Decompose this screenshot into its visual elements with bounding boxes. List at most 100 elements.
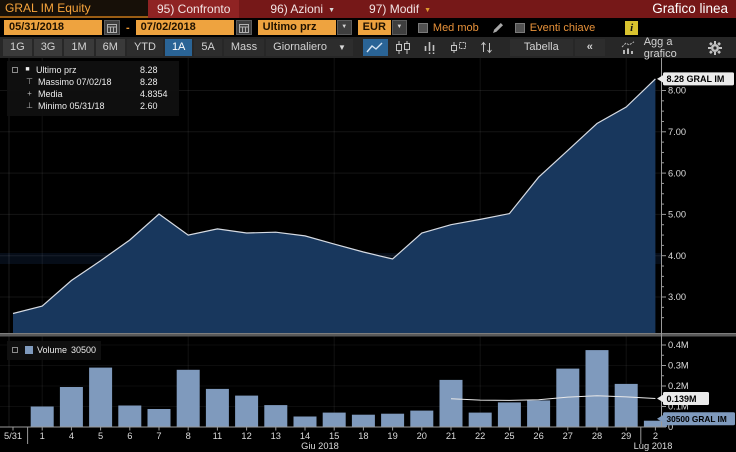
period-ytd[interactable]: YTD — [126, 39, 163, 56]
svg-text:18: 18 — [358, 431, 368, 441]
svg-text:15: 15 — [329, 431, 339, 441]
max-marker-icon: ⊤ — [26, 77, 33, 86]
date-to-input[interactable]: 07/02/2018 — [135, 20, 234, 35]
svg-text:27: 27 — [563, 431, 573, 441]
svg-text:30500 GRAL IM: 30500 GRAL IM — [667, 414, 727, 424]
svg-text:26: 26 — [533, 431, 543, 441]
price-legend[interactable]: ■ Ultimo prz 8.28 ⊤ Massimo 07/02/18 8.28 + Med… — [7, 61, 179, 116]
menu-azioni[interactable]: 96) Azioni ▼ — [270, 2, 336, 16]
svg-text:4.00: 4.00 — [668, 251, 686, 261]
mass-button[interactable]: Mass — [223, 39, 265, 56]
svg-text:Giu 2018: Giu 2018 — [301, 441, 339, 451]
svg-text:6.00: 6.00 — [668, 168, 686, 178]
legend-value: 8.28 — [140, 65, 158, 75]
svg-text:8: 8 — [186, 431, 191, 441]
intraday-bars-button[interactable] — [418, 39, 443, 56]
svg-text:25: 25 — [504, 431, 514, 441]
calendar-button[interactable] — [235, 20, 252, 35]
tabella-button[interactable]: Tabella — [509, 39, 573, 56]
volume-series-swatch — [25, 346, 33, 354]
calendar-icon — [238, 23, 249, 33]
svg-text:7.00: 7.00 — [668, 127, 686, 137]
svg-text:0.4M: 0.4M — [668, 340, 689, 350]
svg-text:2: 2 — [653, 431, 658, 441]
calendar-icon — [107, 23, 117, 33]
period-6m[interactable]: 6M — [95, 39, 125, 56]
annotate-button[interactable] — [491, 21, 504, 34]
up-down-arrows-icon — [481, 41, 492, 54]
period-1a-selected[interactable]: 1A — [164, 39, 193, 56]
period-1g[interactable]: 1G — [3, 39, 32, 56]
med-mob-checkbox[interactable] — [417, 22, 428, 33]
period-1m[interactable]: 1M — [64, 39, 94, 56]
date-range-separator: - — [126, 21, 130, 34]
period-5a[interactable]: 5A — [194, 39, 222, 56]
period-3g[interactable]: 3G — [33, 39, 63, 56]
title-bar: GRAL IM Equity 95) Confronto 96) Azioni ▼… — [0, 0, 736, 18]
svg-text:28: 28 — [592, 431, 602, 441]
svg-text:11: 11 — [213, 431, 223, 441]
svg-text:3.00: 3.00 — [668, 292, 686, 302]
date-from-input[interactable]: 05/31/2018 — [4, 20, 102, 35]
sort-arrows-button[interactable] — [474, 39, 499, 56]
avg-marker-icon: + — [27, 89, 32, 98]
svg-text:20: 20 — [417, 431, 427, 441]
currency-selector[interactable]: EUR — [357, 20, 391, 35]
menu-confronto[interactable]: 95) Confronto — [148, 0, 240, 18]
med-mob-label: Med mob — [432, 21, 479, 34]
eventi-chiave-checkbox[interactable] — [514, 22, 525, 33]
volume-legend-label: Volume — [37, 345, 68, 355]
security-ticker-field[interactable]: GRAL IM Equity — [0, 0, 148, 18]
info-badge[interactable]: i — [625, 20, 639, 35]
sq-marker-icon: ■ — [25, 66, 30, 73]
agg-a-grafico-button[interactable]: Agg a grafico — [621, 36, 708, 60]
field-selector-dropdown[interactable]: ▼ — [336, 20, 352, 35]
add-to-chart-icon — [621, 41, 635, 54]
candlestick-icon — [396, 41, 411, 54]
legend-row: ■ Ultimo prz 8.28 — [12, 64, 174, 76]
svg-text:12: 12 — [241, 431, 251, 441]
svg-text:8.00: 8.00 — [668, 86, 686, 96]
caret-down-icon: ▼ — [328, 7, 336, 14]
calendar-button[interactable] — [104, 20, 120, 35]
svg-text:5.00: 5.00 — [668, 210, 686, 220]
svg-text:21: 21 — [446, 431, 456, 441]
svg-text:8.28 GRAL IM: 8.28 GRAL IM — [667, 74, 725, 84]
frequency-selector[interactable]: Giornaliero ▼ — [266, 39, 353, 56]
legend-collapse-icon[interactable] — [12, 67, 18, 73]
svg-text:5/31: 5/31 — [4, 431, 22, 441]
legend-value: 8.28 — [140, 77, 158, 87]
legend-label: Massimo 07/02/18 — [38, 77, 112, 87]
page-title: Grafico linea — [652, 1, 728, 16]
gear-icon — [708, 40, 722, 55]
candle-window-button[interactable] — [446, 39, 471, 56]
chart-toolbar: 1G 3G 1M 6M YTD 1A 5A Mass Giornaliero ▼ — [0, 36, 736, 60]
menu-modif[interactable]: 97) Modif ▼ — [369, 2, 431, 16]
svg-text:29: 29 — [621, 431, 631, 441]
candle-chart-type-button[interactable] — [391, 39, 416, 56]
svg-text:19: 19 — [387, 431, 397, 441]
legend-row: ⊤ Massimo 07/02/18 8.28 — [12, 76, 174, 88]
pencil-icon — [492, 23, 503, 33]
svg-text:14: 14 — [300, 431, 310, 441]
collapse-button[interactable]: « — [574, 39, 605, 56]
legend-value: 2.60 — [140, 101, 158, 111]
controls-bar: 05/31/2018 - 07/02/2018 Ultimo prz ▼ EUR… — [0, 18, 736, 37]
bar-chart-icon — [424, 42, 435, 54]
svg-text:0.1M: 0.1M — [668, 402, 689, 412]
svg-text:0: 0 — [668, 422, 673, 432]
line-chart-type-button[interactable] — [362, 39, 388, 56]
field-selector[interactable]: Ultimo prz — [257, 20, 336, 35]
volume-legend[interactable]: Volume 30500 — [7, 341, 102, 360]
svg-text:Lug 2018: Lug 2018 — [634, 441, 673, 451]
chart-canvas[interactable]: 3.00 4.00 5.00 6.00 7.00 8.00 0 0.1M 0.2M 0.3M 0.4… — [0, 58, 736, 452]
volume-legend-value: 30500 — [71, 345, 97, 355]
settings-button[interactable] — [708, 40, 722, 55]
legend-row: ⊥ Minimo 05/31/18 2.60 — [12, 100, 174, 112]
svg-text:4: 4 — [69, 431, 74, 441]
legend-collapse-icon[interactable] — [12, 347, 18, 353]
svg-text:0.139M: 0.139M — [667, 394, 697, 404]
currency-dropdown[interactable]: ▼ — [391, 20, 407, 35]
svg-text:13: 13 — [271, 431, 281, 441]
svg-text:6: 6 — [127, 431, 132, 441]
